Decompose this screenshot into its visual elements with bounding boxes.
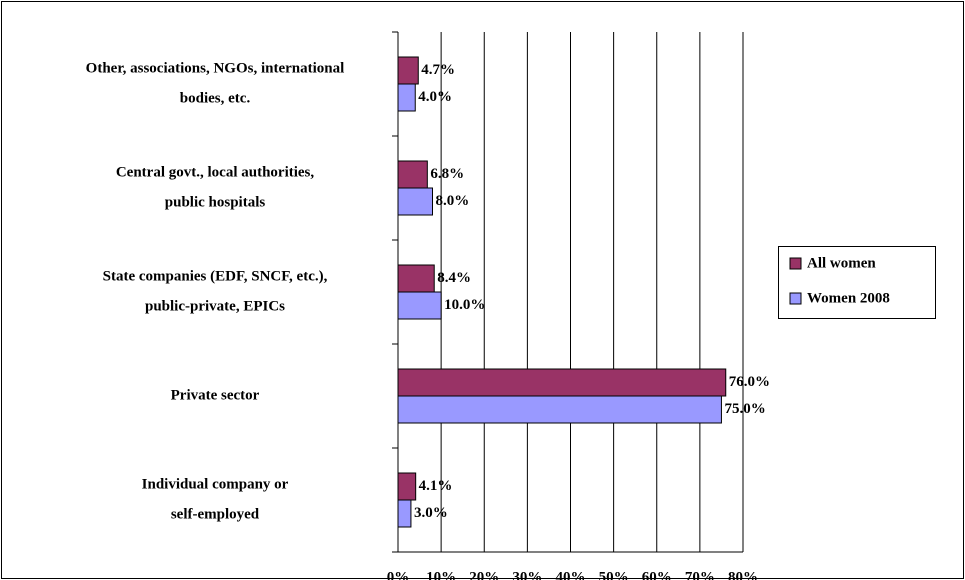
x-tick-label: 0% — [387, 569, 410, 580]
y-tick-label: Individual company or — [142, 476, 289, 492]
y-tick-label: public-private, EPICs — [145, 298, 285, 314]
y-tick-label: public hospitals — [165, 194, 266, 210]
value-label: 3.0% — [414, 505, 448, 521]
y-tick-label: Central govt., local authorities, — [116, 164, 315, 180]
bar — [397, 368, 727, 397]
y-tick-label: State companies (EDF, SNCF, etc.), — [103, 268, 328, 284]
bar — [397, 56, 419, 85]
legend-box — [778, 246, 936, 319]
legend — [778, 246, 936, 319]
x-tick-label: 60% — [642, 569, 672, 580]
x-tick-label: 40% — [556, 569, 586, 580]
y-tick-label: Other, associations, NGOs, international — [86, 60, 345, 76]
bar — [397, 264, 435, 293]
legend-swatch — [789, 292, 802, 305]
x-tick-label: 50% — [599, 569, 629, 580]
value-label: 8.0% — [436, 193, 470, 209]
legend-label: All women — [807, 255, 876, 271]
y-tick-label: bodies, etc. — [180, 90, 251, 106]
y-tick-label: Private sector — [171, 387, 260, 403]
bar — [397, 472, 417, 501]
bar — [397, 499, 412, 528]
bar — [397, 83, 416, 112]
value-label: 10.0% — [444, 297, 485, 313]
bar — [397, 187, 433, 216]
bar — [397, 291, 442, 320]
value-label: 4.0% — [418, 89, 452, 105]
bar — [397, 395, 722, 424]
value-label: 4.1% — [419, 478, 453, 494]
value-label: 8.4% — [437, 270, 471, 286]
legend-label: Women 2008 — [807, 290, 890, 306]
legend-swatch — [789, 257, 802, 270]
x-tick-label: 80% — [728, 569, 758, 580]
value-label: 75.0% — [724, 401, 765, 417]
x-tick-label: 10% — [426, 569, 456, 580]
y-tick-label: self-employed — [171, 506, 260, 522]
bar — [397, 160, 428, 189]
x-tick-label: 70% — [685, 569, 715, 580]
value-label: 4.7% — [421, 62, 455, 78]
value-label: 6.8% — [430, 166, 464, 182]
value-label: 76.0% — [729, 374, 770, 390]
x-tick-label: 20% — [469, 569, 499, 580]
x-tick-label: 30% — [512, 569, 542, 580]
